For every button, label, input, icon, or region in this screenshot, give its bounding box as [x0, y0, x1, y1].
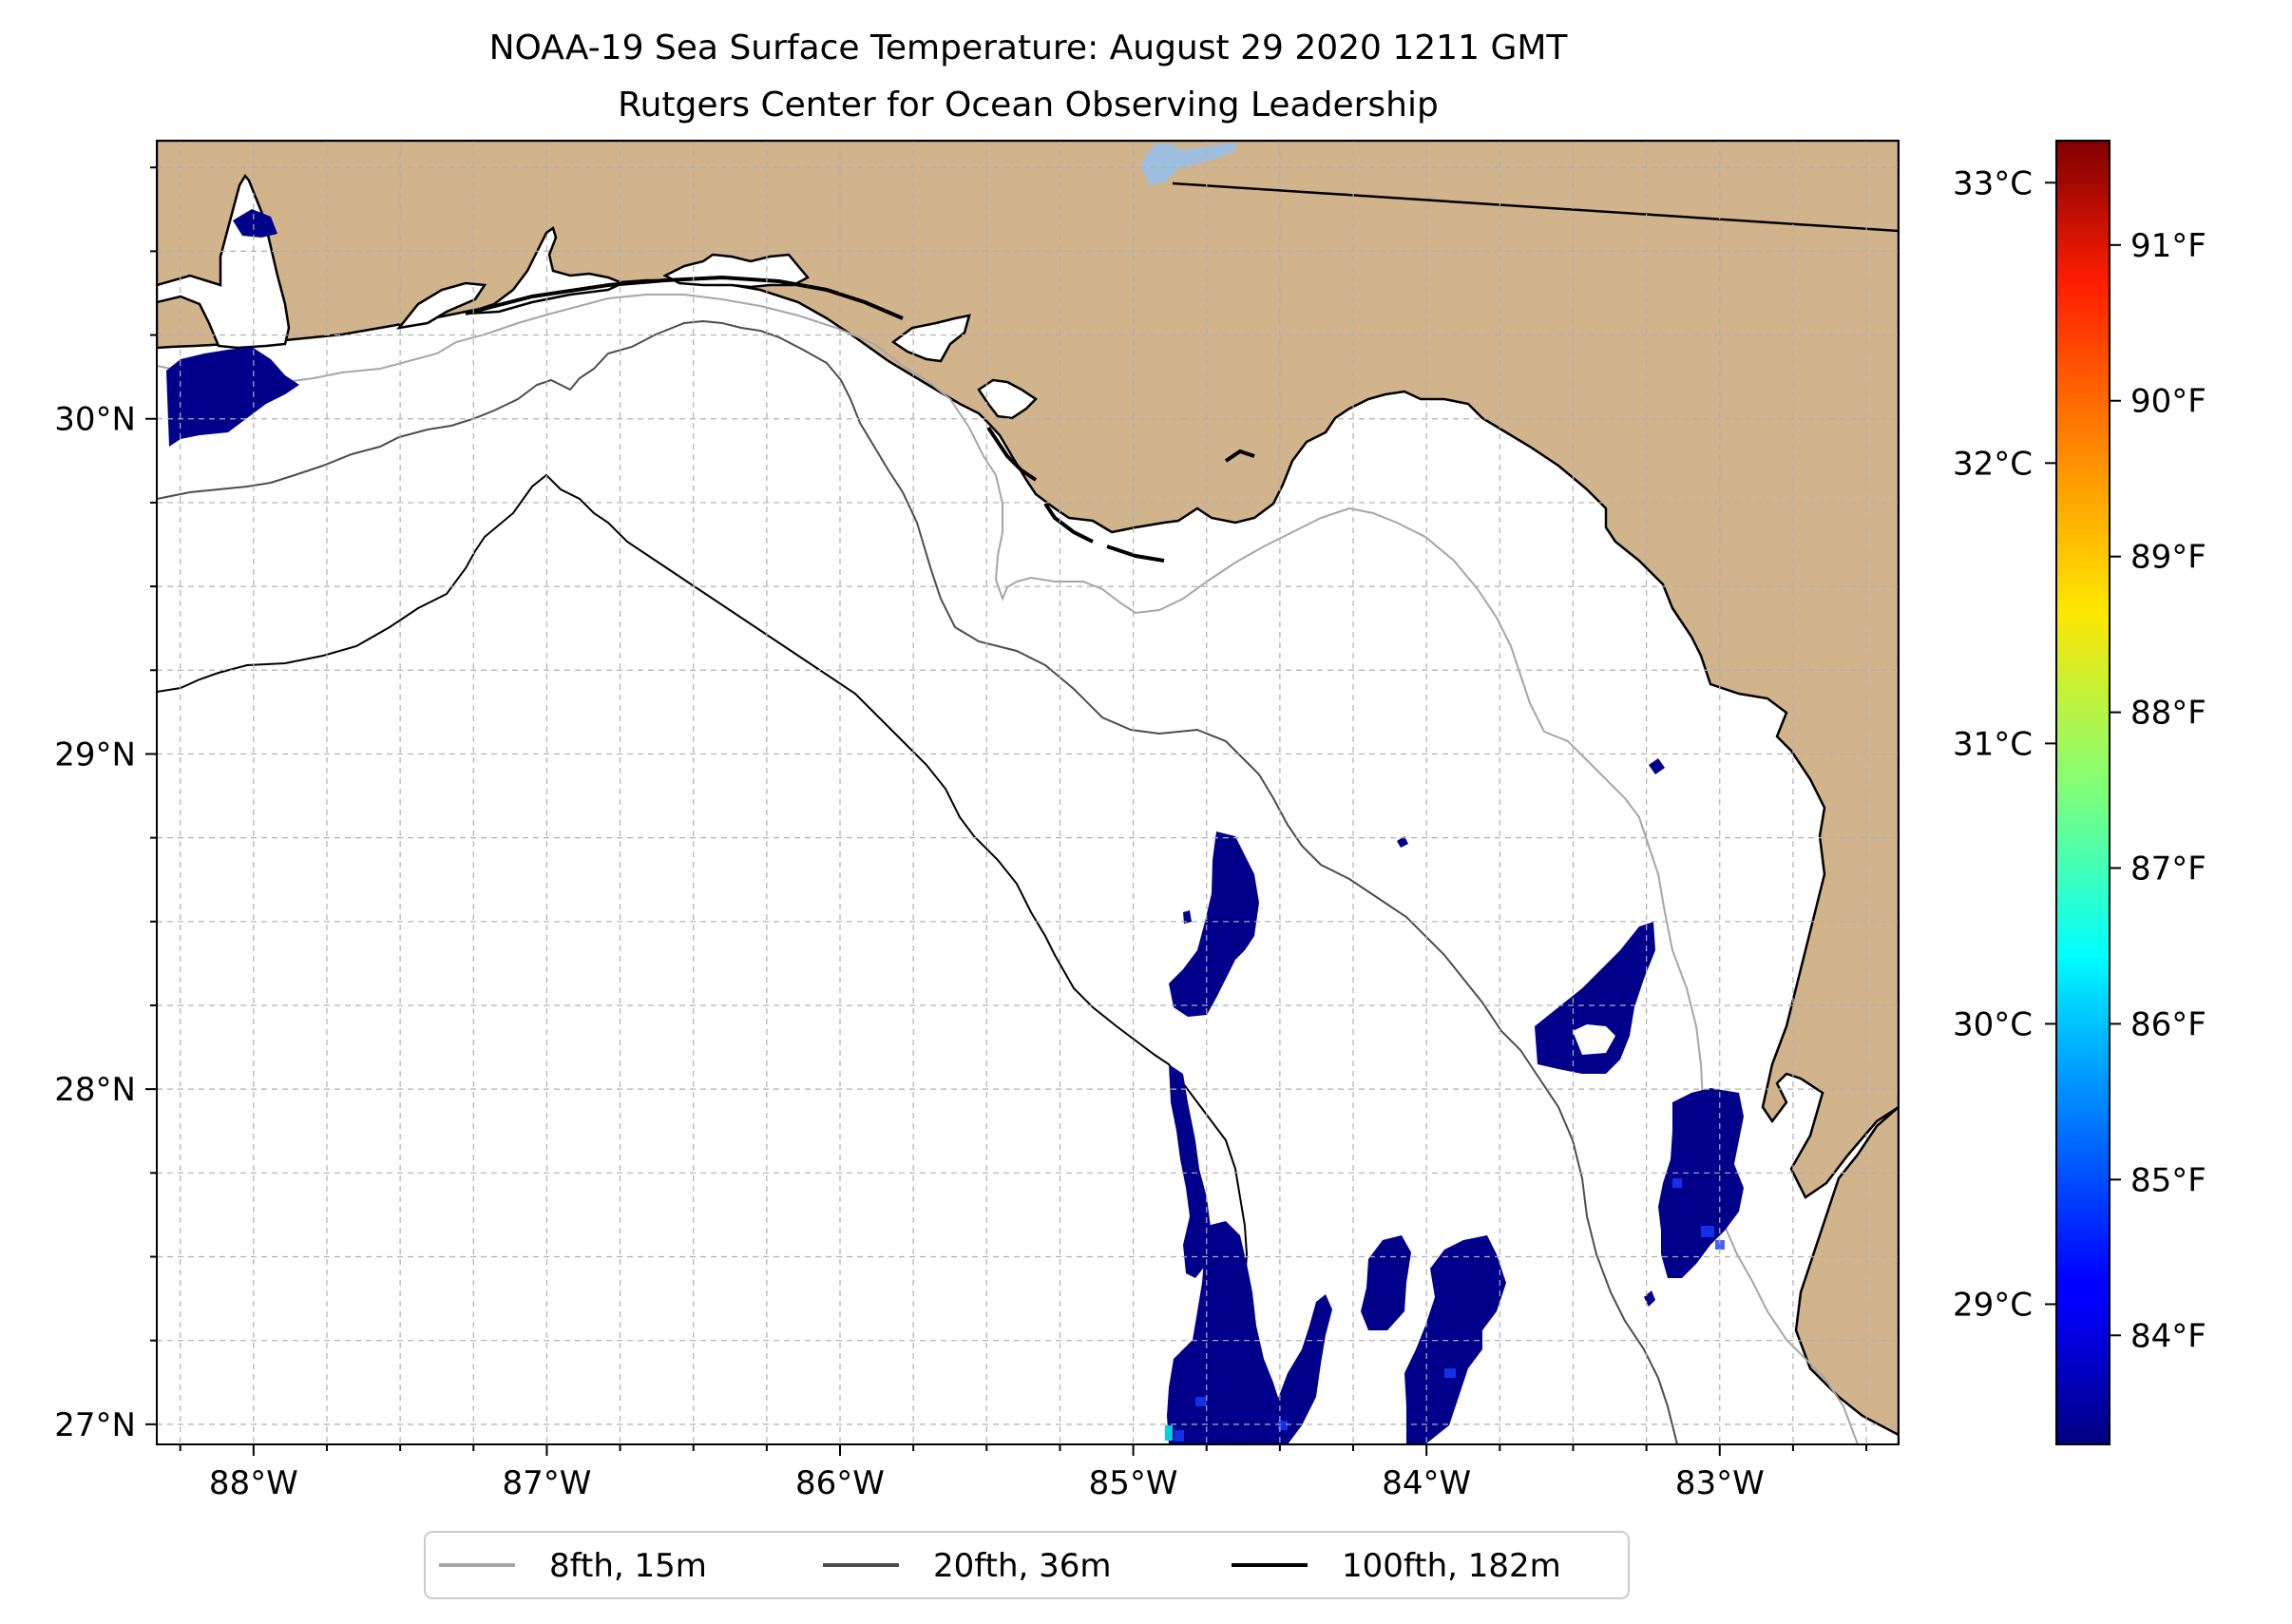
- fahrenheit-tick-label: 89°F: [2130, 539, 2206, 577]
- lon-tick-label: 87°W: [502, 1464, 591, 1502]
- fahrenheit-tick-label: 91°F: [2130, 227, 2206, 265]
- legend-label-20fth: 20fth, 36m: [933, 1547, 1112, 1585]
- legend: 8fth, 15m 20fth, 36m 100fth, 182m: [424, 1531, 1630, 1599]
- fahrenheit-tick-label: 86°F: [2130, 1005, 2206, 1043]
- map-panel: [157, 141, 1899, 1444]
- colorbar: 29°C 30°C 31°C 32°C 33°C 84°F 85°F 86°F 87°F 88°F…: [1953, 140, 2206, 1445]
- lon-tick-label: 83°W: [1675, 1464, 1765, 1502]
- bay-choctawhatchee: [465, 225, 626, 315]
- title-line-1: NOAA-19 Sea Surface Temperature: August …: [489, 29, 1569, 67]
- colorbar-gradient: [2055, 140, 2111, 1445]
- lon-tick-label: 85°W: [1089, 1464, 1178, 1502]
- fahrenheit-tick-label: 84°F: [2130, 1317, 2206, 1355]
- lat-tick-label: 30°N: [54, 401, 136, 439]
- bay-pensacola: [395, 281, 487, 330]
- celsius-tick-label: 32°C: [1953, 445, 2033, 483]
- fahrenheit-tick-label: 85°F: [2130, 1161, 2206, 1199]
- lat-tick-label: 29°N: [54, 736, 136, 774]
- lat-tick-label: 27°N: [54, 1406, 136, 1444]
- colorbar-ticks: 29°C 30°C 31°C 32°C 33°C 84°F 85°F 86°F 87°F 88°F…: [1953, 164, 2206, 1355]
- sst-patches: [166, 209, 1744, 1444]
- lon-tick-label: 88°W: [209, 1464, 298, 1502]
- celsius-tick-label: 29°C: [1953, 1286, 2033, 1324]
- map-ticks: 88°W 87°W 86°W 85°W 84°W 83°W 30°N 29°N 28°N 27°N: [54, 166, 1868, 1502]
- fahrenheit-tick-label: 90°F: [2130, 383, 2206, 421]
- bay-st-joseph: [890, 314, 971, 363]
- celsius-tick-label: 33°C: [1953, 164, 2033, 202]
- lon-tick-label: 84°W: [1382, 1464, 1471, 1502]
- lat-tick-label: 28°N: [54, 1071, 136, 1109]
- contour-8fth: [157, 294, 1859, 1444]
- legend-label-100fth: 100fth, 182m: [1342, 1547, 1561, 1585]
- sst-warmer-specks: [1175, 1178, 1725, 1442]
- lake: [1140, 143, 1237, 185]
- state-border: [1172, 182, 1899, 233]
- celsius-tick-label: 31°C: [1953, 725, 2033, 763]
- celsius-tick-label: 30°C: [1953, 1005, 2033, 1043]
- contour-100fth: [157, 473, 1260, 1444]
- map-frame: [156, 140, 1900, 1445]
- gridlines: [157, 141, 1899, 1444]
- lon-tick-label: 86°W: [795, 1464, 885, 1502]
- fahrenheit-tick-label: 88°F: [2130, 695, 2206, 733]
- title-line-2: Rutgers Center for Ocean Observing Leade…: [618, 86, 1439, 124]
- barrier-islands: [465, 275, 1255, 563]
- legend-box: [424, 1531, 1630, 1599]
- sst-cyan-speck: [1165, 1425, 1173, 1441]
- fahrenheit-tick-label: 87°F: [2130, 850, 2206, 888]
- legend-label-8fth: 8fth, 15m: [549, 1547, 707, 1585]
- bay-apalachicola: [977, 378, 1038, 420]
